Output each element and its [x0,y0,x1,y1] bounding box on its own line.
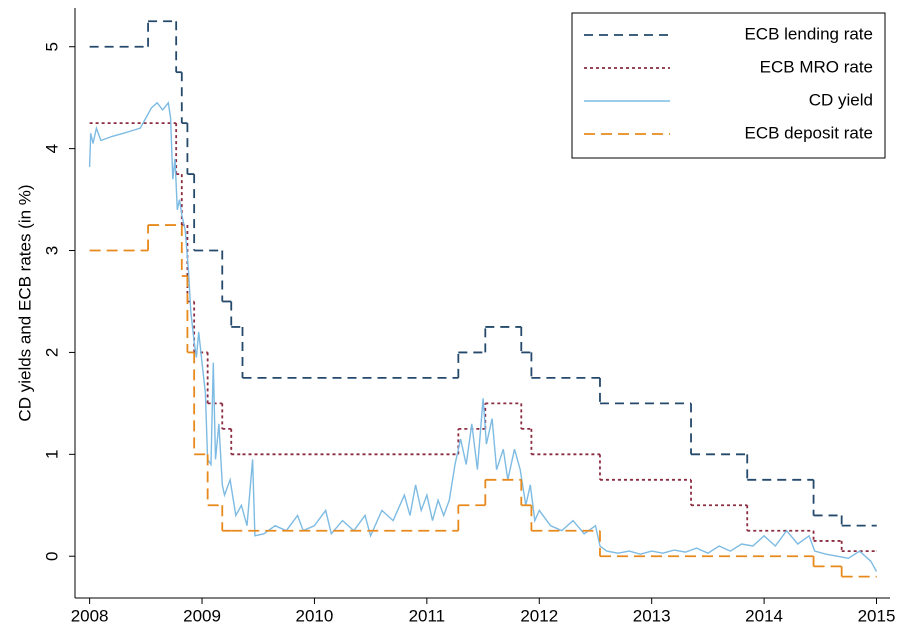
y-tick-label: 1 [42,450,61,459]
x-tick-label: 2012 [520,606,558,625]
line [88,101,878,572]
y-tick-label: 2 [42,348,61,357]
legend-label: ECB MRO rate [760,57,873,76]
x-tick-label: 2010 [296,606,334,625]
x-tick-label: 2013 [633,606,671,625]
y-tick-label: 4 [42,144,61,153]
y-tick-label: 0 [42,551,61,560]
legend-label: ECB lending rate [744,24,873,43]
x-tick-label: 2014 [745,606,783,625]
x-tick-label: 2011 [409,606,446,625]
y-tick-label: 3 [42,246,61,255]
y-axis-label: CD yields and ECB rates (in %) [15,184,34,421]
x-tick-label: 2009 [183,606,221,625]
legend-label: ECB deposit rate [744,123,873,142]
x-tick-label: 2015 [858,606,896,625]
y-tick-label: 5 [42,42,61,51]
legend-label: CD yield [809,90,873,109]
x-tick-label: 2008 [71,606,109,625]
